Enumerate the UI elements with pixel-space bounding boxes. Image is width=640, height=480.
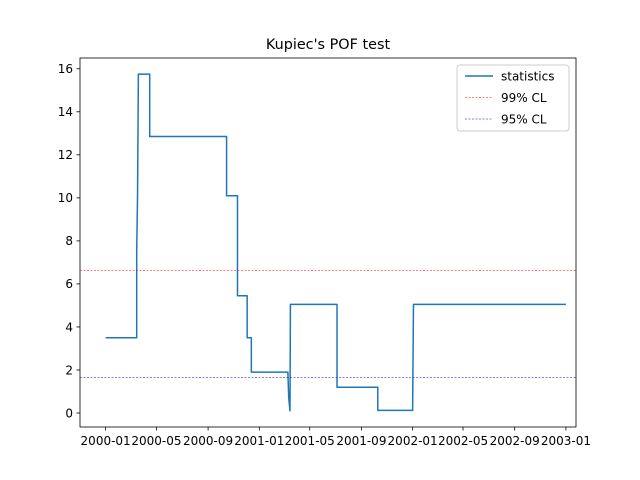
x-tick-label: 2001-09 <box>336 434 386 448</box>
legend-label: 95% CL <box>501 112 547 126</box>
x-tick-label: 2002-01 <box>388 434 438 448</box>
y-tick-label: 14 <box>58 105 73 119</box>
y-tick-label: 0 <box>65 406 73 420</box>
series-line-statistics <box>105 73 566 412</box>
x-tick-label: 2000-01 <box>81 434 131 448</box>
legend-box <box>456 64 570 132</box>
x-tick-label: 2003-01 <box>541 434 591 448</box>
y-tick-label: 16 <box>58 62 73 76</box>
y-tick-label: 4 <box>65 320 73 334</box>
axes-frame <box>79 57 577 428</box>
legend: statistics 99% CL 95% CL <box>456 64 570 132</box>
y-tick-label: 10 <box>58 191 73 205</box>
x-tick-label: 2001-01 <box>234 434 284 448</box>
x-tick-label: 2000-09 <box>183 434 233 448</box>
chart-title: Kupiec's POF test <box>266 37 391 53</box>
y-tick-label: 2 <box>65 363 73 377</box>
x-tick-label: 2000-05 <box>131 434 181 448</box>
x-tick-label: 2001-05 <box>285 434 335 448</box>
x-tick-label: 2002-05 <box>438 434 488 448</box>
x-tick-label: 2002-09 <box>490 434 540 448</box>
y-tick-label: 12 <box>58 148 73 162</box>
legend-label: statistics <box>501 69 555 83</box>
legend-label: 99% CL <box>501 91 547 105</box>
y-tick-label: 8 <box>65 234 73 248</box>
y-tick-label: 6 <box>65 277 73 291</box>
